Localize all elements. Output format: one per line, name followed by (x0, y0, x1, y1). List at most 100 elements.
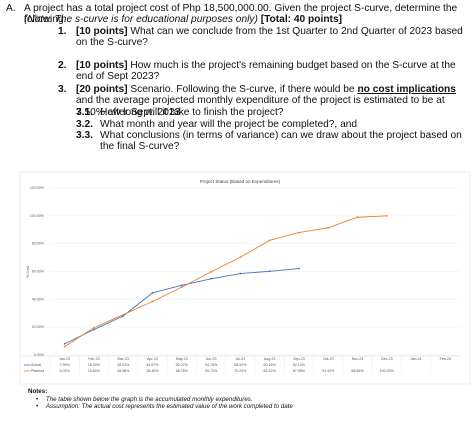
y-tick-label: 120.00% (30, 186, 45, 190)
data-point (180, 284, 183, 287)
subquestion-number: 3.1. (76, 107, 93, 118)
table-value: 82.42% (264, 369, 277, 373)
x-tick-label: Aug-23 (264, 357, 276, 361)
table-value: 38.46% (146, 369, 159, 373)
x-tick-label: Feb-23 (88, 357, 99, 361)
question-text: and the average projected monthly expend… (76, 95, 445, 118)
legend-label: Planned (31, 369, 44, 373)
data-point (268, 270, 271, 273)
table-value: 91.42% (322, 369, 335, 373)
data-point (151, 291, 154, 294)
subquestion-text: What month and year will the project be … (100, 119, 358, 130)
question-emphasis: no cost implications (357, 84, 456, 95)
series-line (64, 215, 387, 348)
table-value: 7.99% (60, 363, 71, 367)
chart-frame (19, 171, 471, 385)
x-tick-label: Dec-23 (381, 357, 393, 361)
y-tick-label: 40.00% (32, 297, 45, 301)
x-tick-label: Sep-23 (293, 357, 305, 361)
x-tick-label: Nov-23 (352, 357, 364, 361)
table-value: 28.98% (117, 369, 130, 373)
table-value: 98.98% (351, 369, 364, 373)
legend-label: Actual (31, 363, 41, 367)
note-item: • The table shown below the graph is the… (36, 396, 253, 403)
table-value: 87.95% (293, 369, 306, 373)
question-points: [10 points] (76, 26, 128, 37)
y-tick-label: 20.00% (32, 325, 45, 329)
data-point (63, 342, 66, 345)
intro-text: A project has a total project cost of Ph… (24, 3, 458, 26)
note-text: (Note: The s-curve is for educational pu… (24, 14, 258, 25)
subquestion-number: 3.3. (76, 130, 93, 141)
data-point (385, 214, 388, 217)
table-value: 70.23% (234, 369, 247, 373)
table-value: 58.52% (234, 363, 247, 367)
data-point (93, 326, 95, 329)
data-point (356, 216, 359, 219)
section-letter: A. (6, 3, 16, 14)
table-value: 48.78% (176, 369, 189, 373)
data-point (298, 267, 300, 270)
x-tick-label: Mar-23 (118, 357, 129, 361)
x-tick-label: Jan-24 (411, 357, 422, 361)
table-value: 44.67% (146, 363, 159, 367)
chart-title: Project Status (Based on Expenditures) (200, 179, 281, 184)
table-value: 100.00% (380, 369, 395, 373)
subquestion-text: What conclusions (in terms of variance) … (100, 130, 462, 153)
question-text: How much is the project's remaining budg… (76, 60, 456, 83)
table-value: 62.12% (293, 363, 306, 367)
data-point (93, 328, 95, 331)
table-value: 28.03% (117, 363, 130, 367)
question-number: 2. (58, 60, 67, 71)
y-tick-label: 100.00% (30, 214, 45, 218)
x-tick-label: Jan-23 (59, 357, 70, 361)
subquestion-text: How long will it take to finish the proj… (100, 107, 284, 118)
data-point (180, 286, 183, 289)
question: [10 points] What can we conclude from th… (76, 26, 468, 49)
question-text: Scenario. Following the S-curve, if ther… (130, 84, 355, 95)
x-tick-label: Apr-23 (147, 357, 158, 361)
chart: Project Status (Based on Expenditures) %… (19, 171, 471, 385)
y-tick-label: 0.00% (34, 353, 45, 357)
y-tick-label: 80.00% (32, 242, 45, 246)
question-number: 3. (58, 84, 67, 95)
x-tick-label: Jun-23 (206, 357, 217, 361)
question: [10 points] How much is the project's re… (76, 60, 468, 83)
y-tick-label: 60.00% (32, 269, 45, 273)
table-value: 50.07% (176, 363, 189, 367)
x-tick-label: May-23 (176, 357, 188, 361)
data-point (122, 313, 125, 316)
y-axis-title: % Cost (26, 266, 30, 278)
data-point (63, 345, 66, 348)
note-line: (Note: The s-curve is for educational pu… (24, 14, 470, 25)
table-value: 59.72% (205, 369, 218, 373)
data-point (239, 256, 242, 259)
data-point (210, 277, 212, 280)
table-value: 6.01% (60, 369, 71, 373)
table-value: 19.60% (88, 369, 101, 373)
data-point (122, 315, 125, 317)
data-point (151, 300, 154, 303)
question-number: 1. (58, 26, 67, 37)
table-value: 18.30% (88, 363, 101, 367)
question-text: What can we conclude from the 1st Quarte… (76, 26, 463, 49)
x-tick-label: Oct-23 (323, 357, 334, 361)
data-point (239, 272, 242, 275)
note-item: • Assumption: The actual cost represents… (36, 403, 293, 410)
data-point (210, 270, 212, 273)
data-point (298, 231, 300, 234)
total-points: [Total: 40 points] (260, 14, 343, 25)
data-point (268, 239, 271, 242)
question-points: [20 points] (76, 84, 128, 95)
note-text: The table shown below the graph is the a… (45, 396, 253, 403)
data-point (327, 226, 330, 229)
question: [20 points] Scenario. Following the S-cu… (76, 84, 468, 118)
table-value: 60.16% (264, 363, 277, 367)
note-text: Assumption: The actual cost represents t… (45, 403, 293, 410)
notes-heading: Notes: (28, 388, 48, 395)
table-value: 54.75% (205, 363, 218, 367)
x-tick-label: Jul-23 (235, 357, 245, 361)
x-tick-label: Feb-24 (440, 357, 451, 361)
question-points: [10 points] (76, 60, 128, 71)
